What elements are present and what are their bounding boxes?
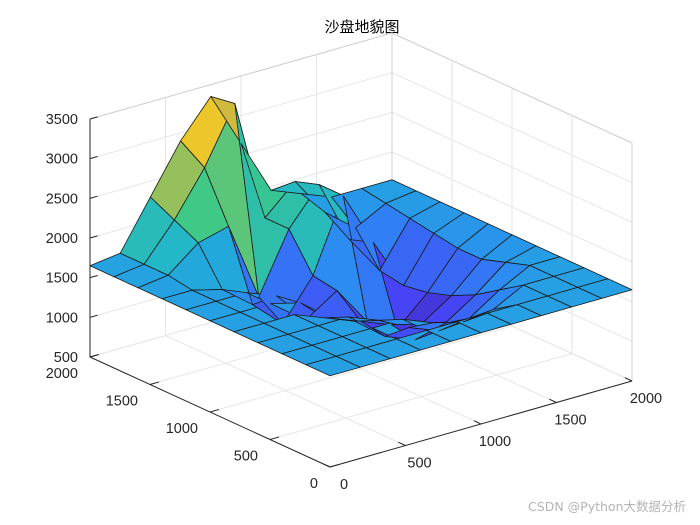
z-tick-label: 3000 <box>46 152 78 168</box>
z-tick-label: 1000 <box>46 310 78 326</box>
y-tick-mark <box>149 381 160 385</box>
x-tick-label: 1500 <box>554 413 586 429</box>
z-tick-label: 3500 <box>46 112 78 128</box>
x-tick-mark <box>473 420 482 425</box>
z-tick-mark <box>89 314 98 318</box>
y-tick-label: 0 <box>310 476 318 492</box>
x-tick-label: 1000 <box>479 434 511 450</box>
grid-line-z-side <box>391 72 633 184</box>
axes-lines <box>89 116 633 468</box>
y-tick-label: 2000 <box>46 366 78 382</box>
z-tick-mark <box>89 354 98 358</box>
y-tick-label: 1500 <box>106 394 138 410</box>
z-tick-mark <box>89 275 98 279</box>
y-tick-mark <box>269 436 280 440</box>
x-tick-label: 500 <box>407 456 431 472</box>
x-tick-mark <box>322 463 331 468</box>
box-edge <box>391 32 633 144</box>
box-edge <box>89 32 393 120</box>
grid-line-z-side <box>391 111 633 223</box>
grid-line-z-side <box>391 151 633 263</box>
grid-line-y-floor <box>269 353 573 440</box>
z-tick-label: 1500 <box>46 271 78 287</box>
z-tick-mark <box>89 116 98 120</box>
z-tick-mark <box>89 195 98 199</box>
y-tick-label: 500 <box>234 449 258 465</box>
z-tick-mark <box>89 156 98 160</box>
y-tick-label: 1000 <box>166 421 198 437</box>
chart-title: 沙盘地貌图 <box>324 18 399 36</box>
y-tick-mark <box>209 408 220 413</box>
surface-mesh <box>89 96 633 377</box>
x-tick-mark <box>624 377 633 382</box>
grid-line-z-back <box>89 72 393 160</box>
z-tick-mark <box>89 235 98 239</box>
x-tick-mark <box>398 441 406 446</box>
tick-labels: 0500100015002000050010001500200050010001… <box>46 112 662 493</box>
x-tick-mark <box>549 398 557 403</box>
surface-face <box>577 278 633 299</box>
x-tick-label: 0 <box>340 477 348 493</box>
x-tick-label: 2000 <box>630 391 662 407</box>
y-tick-mark <box>329 463 340 468</box>
z-tick-label: 2500 <box>46 191 78 207</box>
z-tick-label: 2000 <box>46 231 78 247</box>
z-tick-label: 500 <box>54 350 78 366</box>
watermark: CSDN @Python大数据分析 <box>528 499 686 514</box>
grid-line-y-floor <box>209 325 513 413</box>
